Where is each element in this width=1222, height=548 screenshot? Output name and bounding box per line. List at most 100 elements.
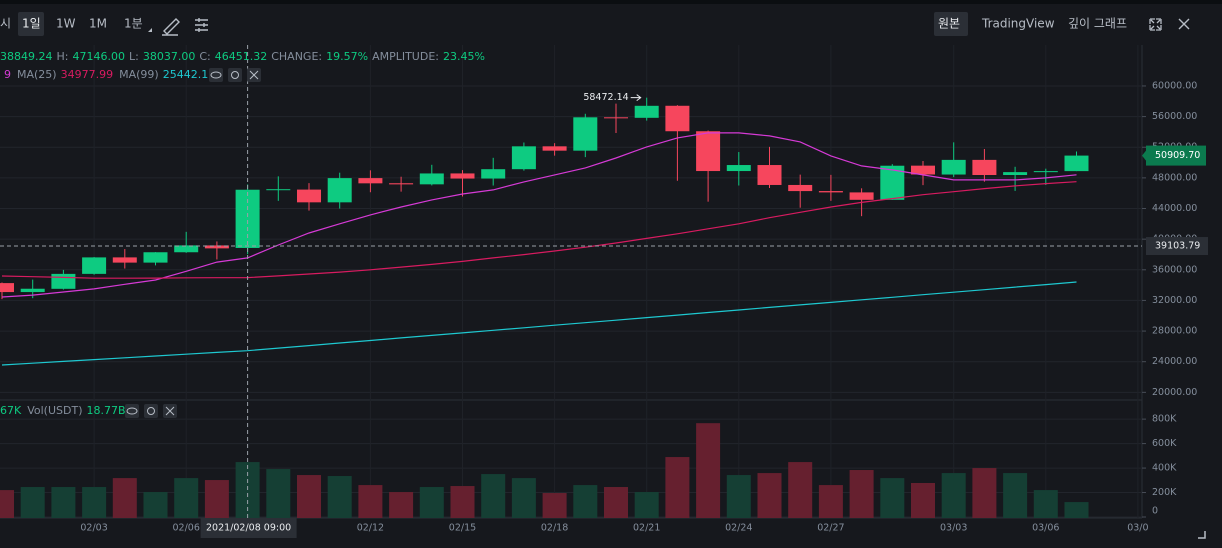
info-item: L: xyxy=(129,50,139,63)
candle-body xyxy=(604,117,628,119)
volume-bar xyxy=(1064,502,1089,518)
info-item: AMPLITUDE: xyxy=(372,50,439,63)
x-tick-label: 02/03 xyxy=(80,523,107,534)
info-item: 38849.24 xyxy=(0,50,53,63)
volume-name: Vol(USDT) xyxy=(27,404,82,417)
y-tick-label: 800K xyxy=(1152,414,1177,425)
candle-body xyxy=(266,189,291,191)
interval-button[interactable]: 1M xyxy=(89,17,107,31)
volume-bar xyxy=(266,469,291,518)
ma-name: MA(99) xyxy=(119,68,159,81)
legend-icon-box[interactable] xyxy=(209,68,223,82)
volume-bar xyxy=(788,462,813,518)
view-button[interactable]: 깊이 그래프 xyxy=(1068,17,1127,31)
candle-body xyxy=(818,191,843,193)
volume-bar xyxy=(911,482,935,518)
settings-icon xyxy=(231,71,239,79)
candle-body xyxy=(358,178,383,184)
candle-body xyxy=(696,131,721,172)
y-tick-label: 28000.00 xyxy=(1152,326,1197,337)
y-tick-label: 600K xyxy=(1152,438,1177,449)
candle-body xyxy=(1064,155,1089,172)
annotation-arrow xyxy=(630,94,642,102)
volume-fragment: 67K xyxy=(0,404,22,417)
settings-icon[interactable] xyxy=(195,18,208,32)
y-tick-label: 56000.00 xyxy=(1152,111,1197,122)
x-tick-label: 02/06 xyxy=(173,523,200,534)
interval-button[interactable]: 1W xyxy=(56,17,76,31)
legend-icon-box[interactable] xyxy=(228,68,242,82)
info-item: 46451.32 xyxy=(215,50,268,63)
volume-bar xyxy=(174,478,199,518)
x-tick-label: 02/24 xyxy=(725,523,752,534)
last-price-pointer xyxy=(1142,150,1146,161)
top-border xyxy=(0,0,1222,4)
candle-body xyxy=(204,245,229,249)
y-tick-label: 400K xyxy=(1152,463,1177,474)
volume-bar xyxy=(51,487,76,518)
ma-value: 25442.18 xyxy=(163,68,216,81)
settings-icon xyxy=(147,407,155,415)
candle-body xyxy=(634,105,659,118)
y-tick-label: 0 xyxy=(1152,506,1158,517)
candle-body xyxy=(450,173,475,179)
volume-bar xyxy=(297,475,321,518)
volume-bar xyxy=(327,476,352,518)
candle-body xyxy=(542,146,567,151)
candle-body xyxy=(911,165,935,175)
legend-icon-box[interactable] xyxy=(144,404,158,418)
candle-body xyxy=(51,273,76,289)
crosshair-price-tag xyxy=(1146,237,1208,256)
dropdown-triangle xyxy=(148,28,152,32)
y-tick-label: 48000.00 xyxy=(1152,172,1197,183)
resize-handle[interactable] xyxy=(1198,531,1206,539)
interval-button[interactable]: 1분 xyxy=(124,17,143,31)
volume-bar xyxy=(849,470,874,518)
legend-icon-box[interactable] xyxy=(125,404,139,418)
crosshair-time-tag xyxy=(200,518,297,538)
volume-bar xyxy=(941,473,966,518)
eye-icon xyxy=(126,407,138,415)
volume-bar xyxy=(112,478,137,518)
y-tick-label: 32000.00 xyxy=(1152,295,1197,306)
fullscreen-icon[interactable] xyxy=(1149,18,1162,31)
volume-bar xyxy=(481,474,506,518)
candle-body xyxy=(0,283,14,293)
active-view-bg xyxy=(934,12,968,36)
candle-body xyxy=(511,146,536,170)
candle-body xyxy=(788,184,813,192)
candle-body xyxy=(297,189,321,203)
volume-bar xyxy=(696,423,721,518)
view-button[interactable]: TradingView xyxy=(981,17,1055,31)
volume-bar xyxy=(204,480,229,518)
ma-value: 34977.99 xyxy=(61,68,114,81)
candle-body xyxy=(849,192,874,200)
candle-body xyxy=(389,183,414,185)
info-item: 38037.00 xyxy=(143,50,196,63)
candle-body xyxy=(1033,171,1058,173)
volume-bar xyxy=(143,492,168,518)
volume-bar xyxy=(573,485,598,518)
candle-body xyxy=(573,117,598,151)
candle-body xyxy=(143,252,168,263)
view-button[interactable]: 원본 xyxy=(938,17,960,31)
candle-body xyxy=(757,165,782,185)
x-tick-label: 03/06 xyxy=(1032,523,1059,534)
close-icon[interactable] xyxy=(1178,18,1190,30)
info-item: H: xyxy=(57,50,69,63)
y-tick-label: 60000.00 xyxy=(1152,80,1197,91)
draw-icon[interactable] xyxy=(162,18,180,36)
volume-bar xyxy=(1033,490,1058,518)
ma-name: MA(25) xyxy=(17,68,57,81)
ohlc-info: 38849.24 H: 47146.00 L: 38037.00 C: 46451.32 CH… xyxy=(0,50,485,63)
candle-body xyxy=(174,245,199,253)
volume-bar xyxy=(972,468,997,518)
interval-button[interactable]: 1일 xyxy=(22,17,41,31)
interval-button[interactable]: 시 xyxy=(0,17,11,31)
candle-body xyxy=(20,288,45,293)
volume-bar xyxy=(419,487,444,518)
info-item: CHANGE: xyxy=(271,50,322,63)
ma-line xyxy=(1,132,1077,298)
